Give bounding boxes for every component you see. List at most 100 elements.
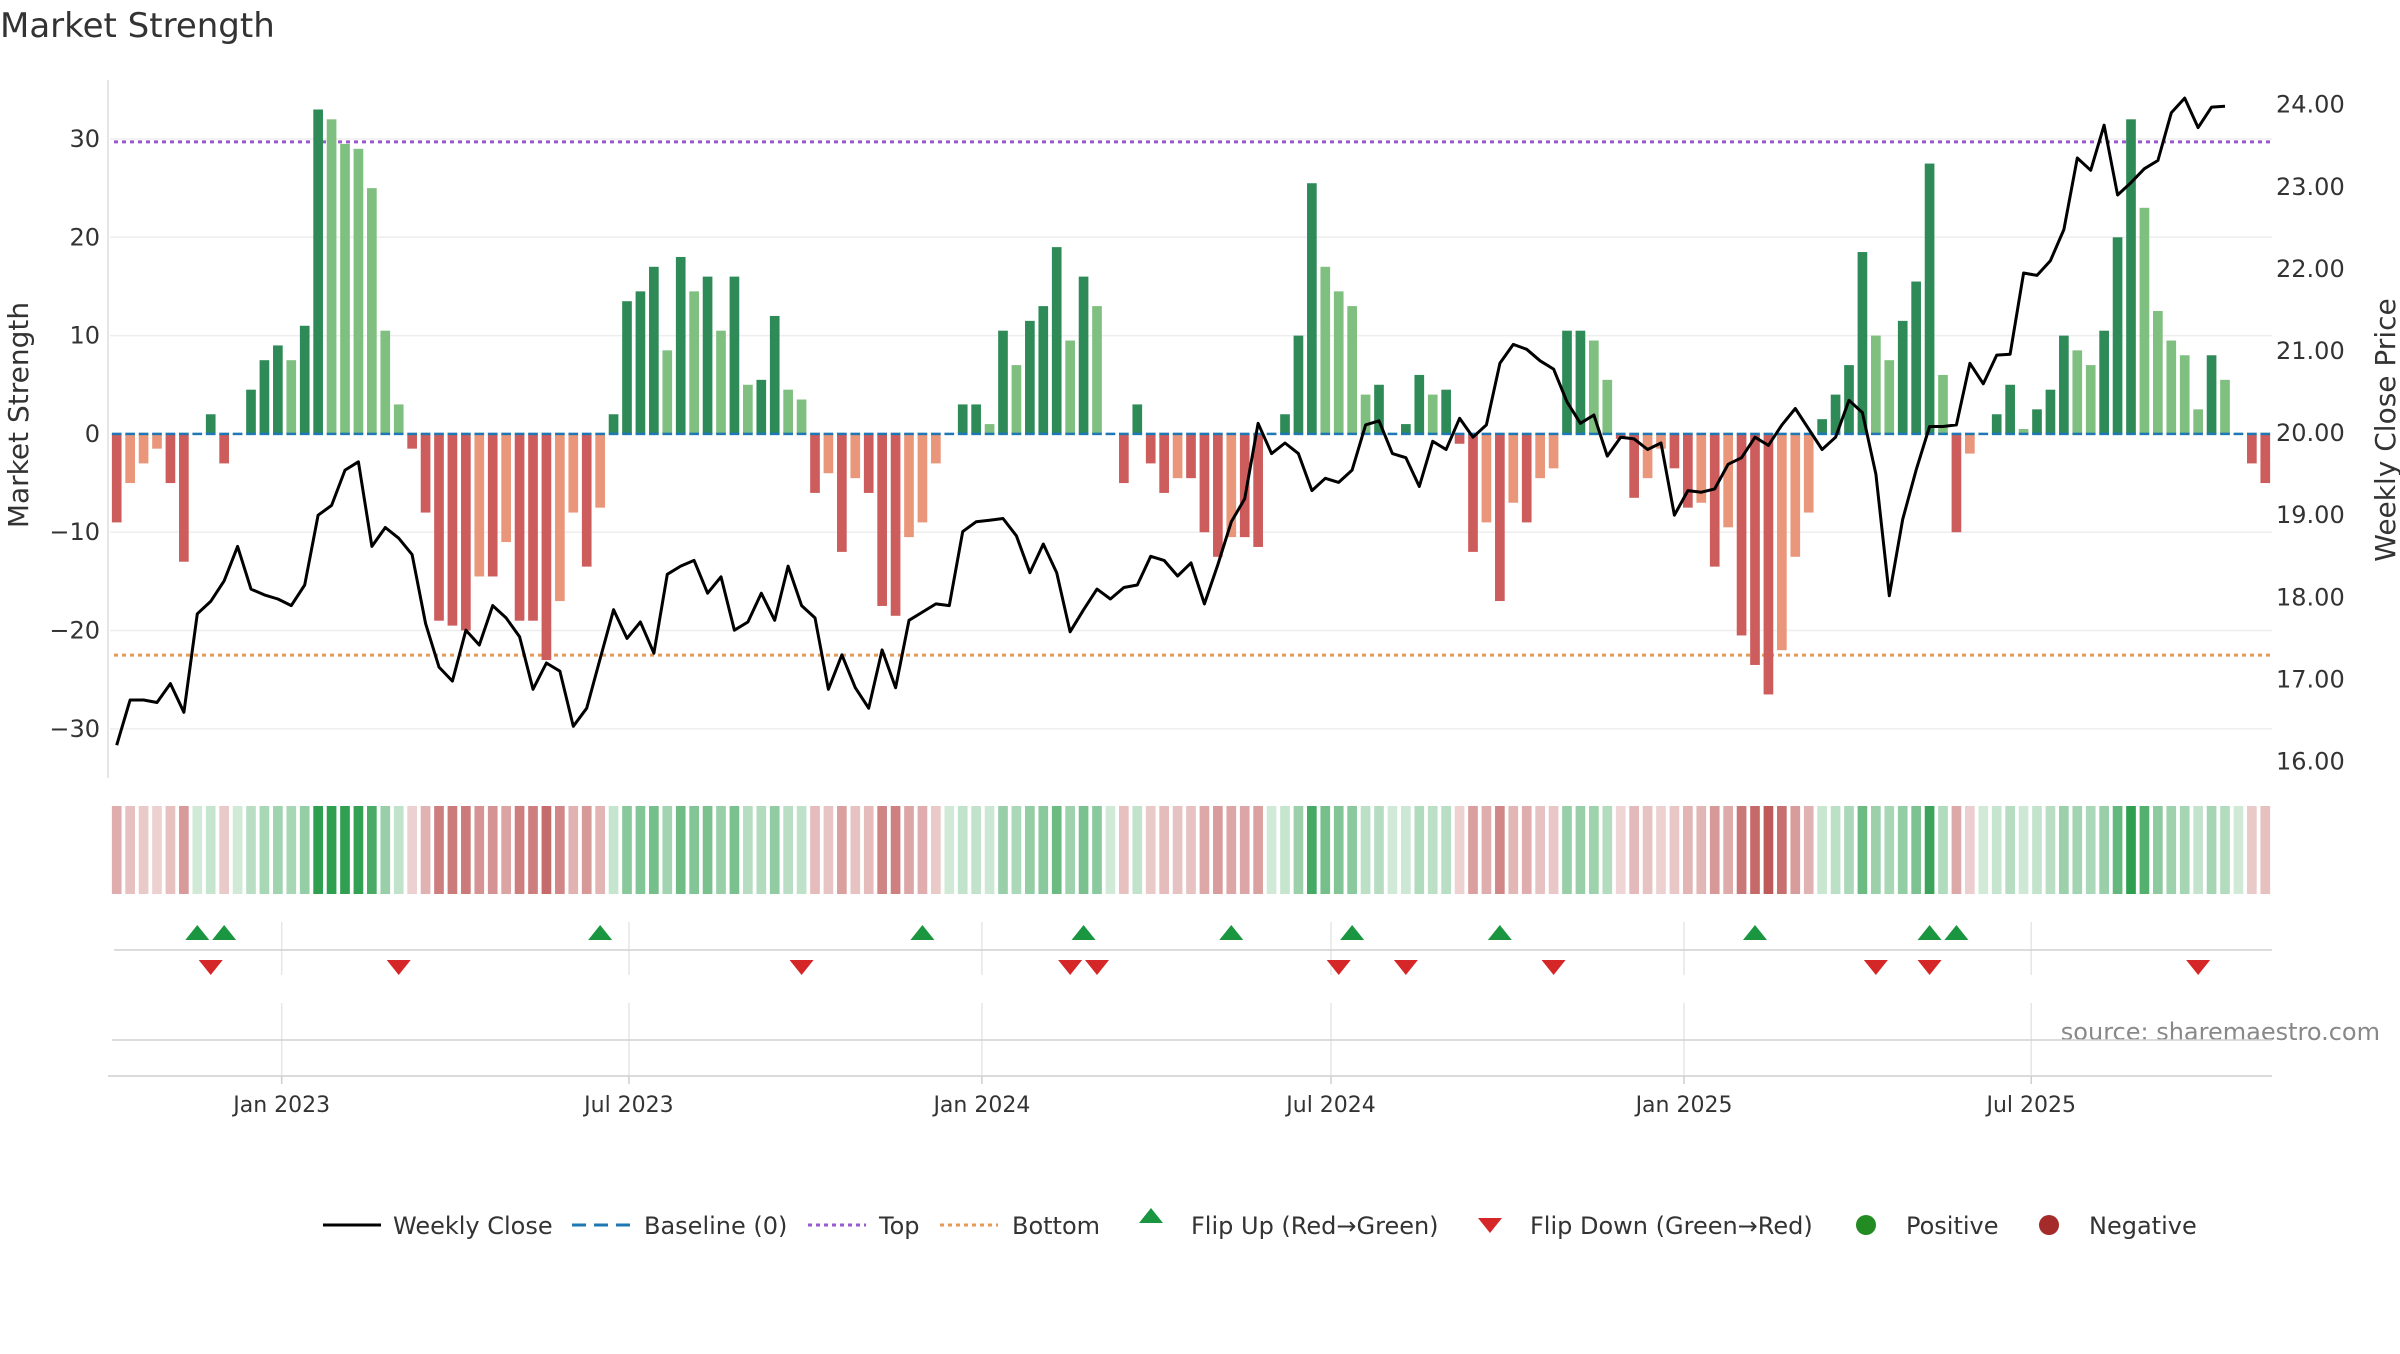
- strength-bar-141: [2005, 384, 2015, 434]
- strip-cell-17: [340, 806, 350, 894]
- strength-bar-72: [1078, 276, 1089, 434]
- strip-cell-20: [380, 806, 391, 894]
- strip-cell-63: [957, 806, 968, 894]
- strength-bar-39: [635, 291, 646, 434]
- strength-bar-145: [2059, 335, 2069, 434]
- legend-positive-icon: [1856, 1215, 1876, 1235]
- flip-down-marker-10: [2186, 960, 2211, 975]
- x-tick-label-2: Jan 2024: [931, 1093, 1030, 1118]
- flip-down-marker-9: [1917, 960, 1942, 975]
- strength-bar-68: [1025, 320, 1035, 434]
- strip-cell-97: [1414, 806, 1425, 894]
- strength-bar-12: [273, 345, 283, 434]
- strength-bar-21: [393, 404, 404, 434]
- flip-down-marker-5: [1326, 960, 1351, 975]
- legend-flip-down-label: Flip Down (Green→Red): [1530, 1212, 1813, 1240]
- strip-cell-104: [1508, 806, 1519, 894]
- strip-cell-100: [1454, 806, 1465, 894]
- strip-cell-135: [1924, 806, 1935, 894]
- strip-cell-60: [917, 806, 928, 894]
- strength-bar-82: [1213, 433, 1223, 557]
- strip-cell-146: [2072, 806, 2083, 894]
- strip-cell-7: [205, 806, 216, 894]
- strength-bar-58: [890, 433, 901, 616]
- strip-cell-85: [1253, 806, 1263, 894]
- strip-cell-12: [273, 806, 283, 894]
- strength-bar-103: [1495, 433, 1505, 602]
- strength-bar-40: [649, 266, 659, 434]
- strength-bar-156: [2206, 355, 2217, 434]
- strip-cell-91: [1333, 806, 1344, 894]
- price-series: [115, 96, 2226, 746]
- strip-cell-120: [1723, 806, 1733, 894]
- strip-cell-88: [1293, 806, 1304, 894]
- strip-cell-159: [2247, 806, 2257, 894]
- strength-bar-60: [917, 433, 928, 523]
- strength-bar-117: [1683, 433, 1693, 508]
- strip-cell-22: [407, 806, 417, 894]
- strength-bar-0: [111, 433, 122, 523]
- strip-cell-147: [2085, 806, 2096, 894]
- strength-bar-122: [1750, 433, 1760, 665]
- strip-cell-89: [1307, 806, 1317, 894]
- strip-cell-21: [393, 806, 404, 894]
- strip-cell-33: [555, 806, 565, 894]
- strip-cell-125: [1790, 806, 1801, 894]
- strip-cell-145: [2059, 806, 2069, 894]
- strength-bar-80: [1186, 433, 1196, 479]
- strip-cell-34: [568, 806, 579, 894]
- flip-up-marker-9: [1917, 925, 1942, 940]
- strip-cell-160: [2260, 806, 2271, 894]
- flip-down-marker-0: [198, 960, 223, 975]
- strength-bar-37: [608, 414, 619, 434]
- strength-bar-100: [1454, 433, 1465, 444]
- strip-cell-93: [1360, 806, 1371, 894]
- strength-bar-36: [595, 433, 605, 508]
- strip-cell-86: [1266, 806, 1277, 894]
- legend-negative-label: Negative: [2089, 1212, 2197, 1240]
- strip-cell-14: [299, 806, 310, 894]
- strip-cell-54: [837, 806, 847, 894]
- right-tick-label-1: 17.00: [2276, 665, 2345, 693]
- strip-cell-38: [622, 806, 632, 894]
- strength-bar-78: [1159, 433, 1169, 493]
- strength-bar-142: [2018, 429, 2029, 434]
- strength-bar-66: [998, 330, 1008, 434]
- strip-cell-124: [1777, 806, 1787, 894]
- flip-up-marker-0: [185, 925, 210, 940]
- strip-cell-111: [1602, 806, 1613, 894]
- strength-bar-27: [474, 433, 485, 577]
- x-tick-label-0: Jan 2023: [231, 1093, 330, 1118]
- strength-bar-59: [904, 433, 914, 538]
- strip-cell-154: [2179, 806, 2190, 894]
- strength-bar-146: [2072, 350, 2083, 434]
- strip-cell-139: [1978, 806, 1989, 894]
- strip-cell-19: [367, 806, 377, 894]
- flip-up-marker-10: [1944, 925, 1969, 940]
- strength-bar-125: [1790, 433, 1801, 557]
- strength-bar-99: [1441, 389, 1451, 434]
- strip-cell-13: [286, 806, 297, 894]
- strip-cell-51: [796, 806, 807, 894]
- strength-bar-4: [165, 433, 176, 484]
- strip-cell-155: [2193, 806, 2203, 894]
- strength-bar-85: [1253, 433, 1263, 547]
- strength-bar-115: [1656, 433, 1666, 449]
- strength-bar-77: [1145, 433, 1156, 464]
- weekly-close-line: [115, 96, 2226, 746]
- strength-bar-83: [1226, 433, 1237, 538]
- strip-cell-41: [662, 806, 673, 894]
- strip-cell-126: [1803, 806, 1814, 894]
- strip-cell-140: [1991, 806, 2002, 894]
- strip-cell-105: [1521, 806, 1532, 894]
- strip-cell-142: [2018, 806, 2029, 894]
- strength-bar-89: [1307, 183, 1317, 434]
- strip-cell-115: [1656, 806, 1666, 894]
- strength-bar-114: [1642, 433, 1653, 479]
- legend-flip-up-label: Flip Up (Red→Green): [1191, 1212, 1439, 1240]
- legend-flip-up-icon: [1139, 1208, 1163, 1223]
- strength-bar-45: [716, 330, 726, 434]
- strip-cell-74: [1105, 806, 1116, 894]
- strength-bar-127: [1817, 419, 1827, 434]
- strength-bar-113: [1629, 433, 1639, 498]
